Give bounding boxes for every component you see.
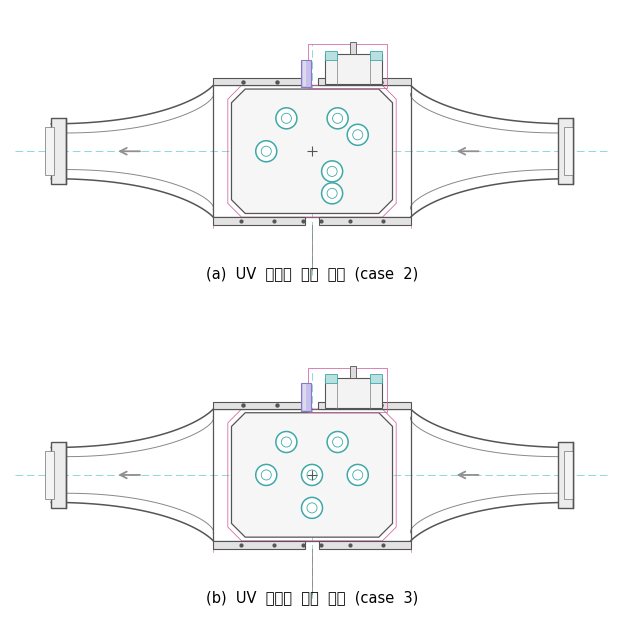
Bar xyxy=(350,366,356,378)
Circle shape xyxy=(333,437,343,447)
Circle shape xyxy=(321,183,343,204)
Polygon shape xyxy=(232,89,392,213)
Circle shape xyxy=(333,113,343,123)
Bar xyxy=(325,374,337,383)
Bar xyxy=(301,383,311,411)
Bar xyxy=(318,78,411,86)
Bar xyxy=(301,60,311,87)
Bar xyxy=(308,44,387,88)
Circle shape xyxy=(327,188,337,198)
Circle shape xyxy=(307,503,317,513)
Bar xyxy=(51,442,66,508)
Bar xyxy=(213,409,411,541)
Bar xyxy=(564,451,573,498)
Circle shape xyxy=(281,437,291,447)
Bar xyxy=(325,378,381,408)
Bar xyxy=(369,51,381,60)
Circle shape xyxy=(301,497,323,518)
Bar xyxy=(303,384,306,410)
Bar xyxy=(213,217,305,225)
Circle shape xyxy=(347,464,368,485)
Circle shape xyxy=(261,146,271,156)
Circle shape xyxy=(327,108,348,129)
Bar xyxy=(369,374,381,383)
Circle shape xyxy=(276,432,297,453)
Circle shape xyxy=(301,464,323,485)
Circle shape xyxy=(261,470,271,480)
Bar xyxy=(51,118,66,184)
Bar xyxy=(318,402,411,409)
Circle shape xyxy=(276,108,297,129)
Bar xyxy=(213,541,305,549)
Text: (a)  UV  램프의  배열  변화  (case  2): (a) UV 램프의 배열 변화 (case 2) xyxy=(206,266,418,281)
Bar xyxy=(308,368,387,412)
Bar xyxy=(213,86,411,217)
Circle shape xyxy=(327,166,337,177)
Bar xyxy=(319,217,411,225)
Bar xyxy=(350,42,356,55)
Circle shape xyxy=(353,470,363,480)
Bar xyxy=(558,118,573,184)
Bar xyxy=(46,451,54,498)
Circle shape xyxy=(281,113,291,123)
Bar xyxy=(319,541,411,549)
Circle shape xyxy=(327,432,348,453)
Circle shape xyxy=(321,161,343,182)
Bar xyxy=(325,55,381,84)
Circle shape xyxy=(256,141,277,162)
Text: (b)  UV  램프의  배열  변화  (case  3): (b) UV 램프의 배열 변화 (case 3) xyxy=(206,590,418,605)
Circle shape xyxy=(353,130,363,140)
Bar xyxy=(564,128,573,175)
Circle shape xyxy=(256,464,277,485)
Circle shape xyxy=(307,470,317,480)
Bar xyxy=(213,78,306,86)
Polygon shape xyxy=(232,413,392,537)
Bar xyxy=(558,442,573,508)
Bar xyxy=(303,61,306,86)
Circle shape xyxy=(347,124,368,145)
Bar xyxy=(325,51,337,60)
Bar xyxy=(46,128,54,175)
Bar xyxy=(213,402,306,409)
